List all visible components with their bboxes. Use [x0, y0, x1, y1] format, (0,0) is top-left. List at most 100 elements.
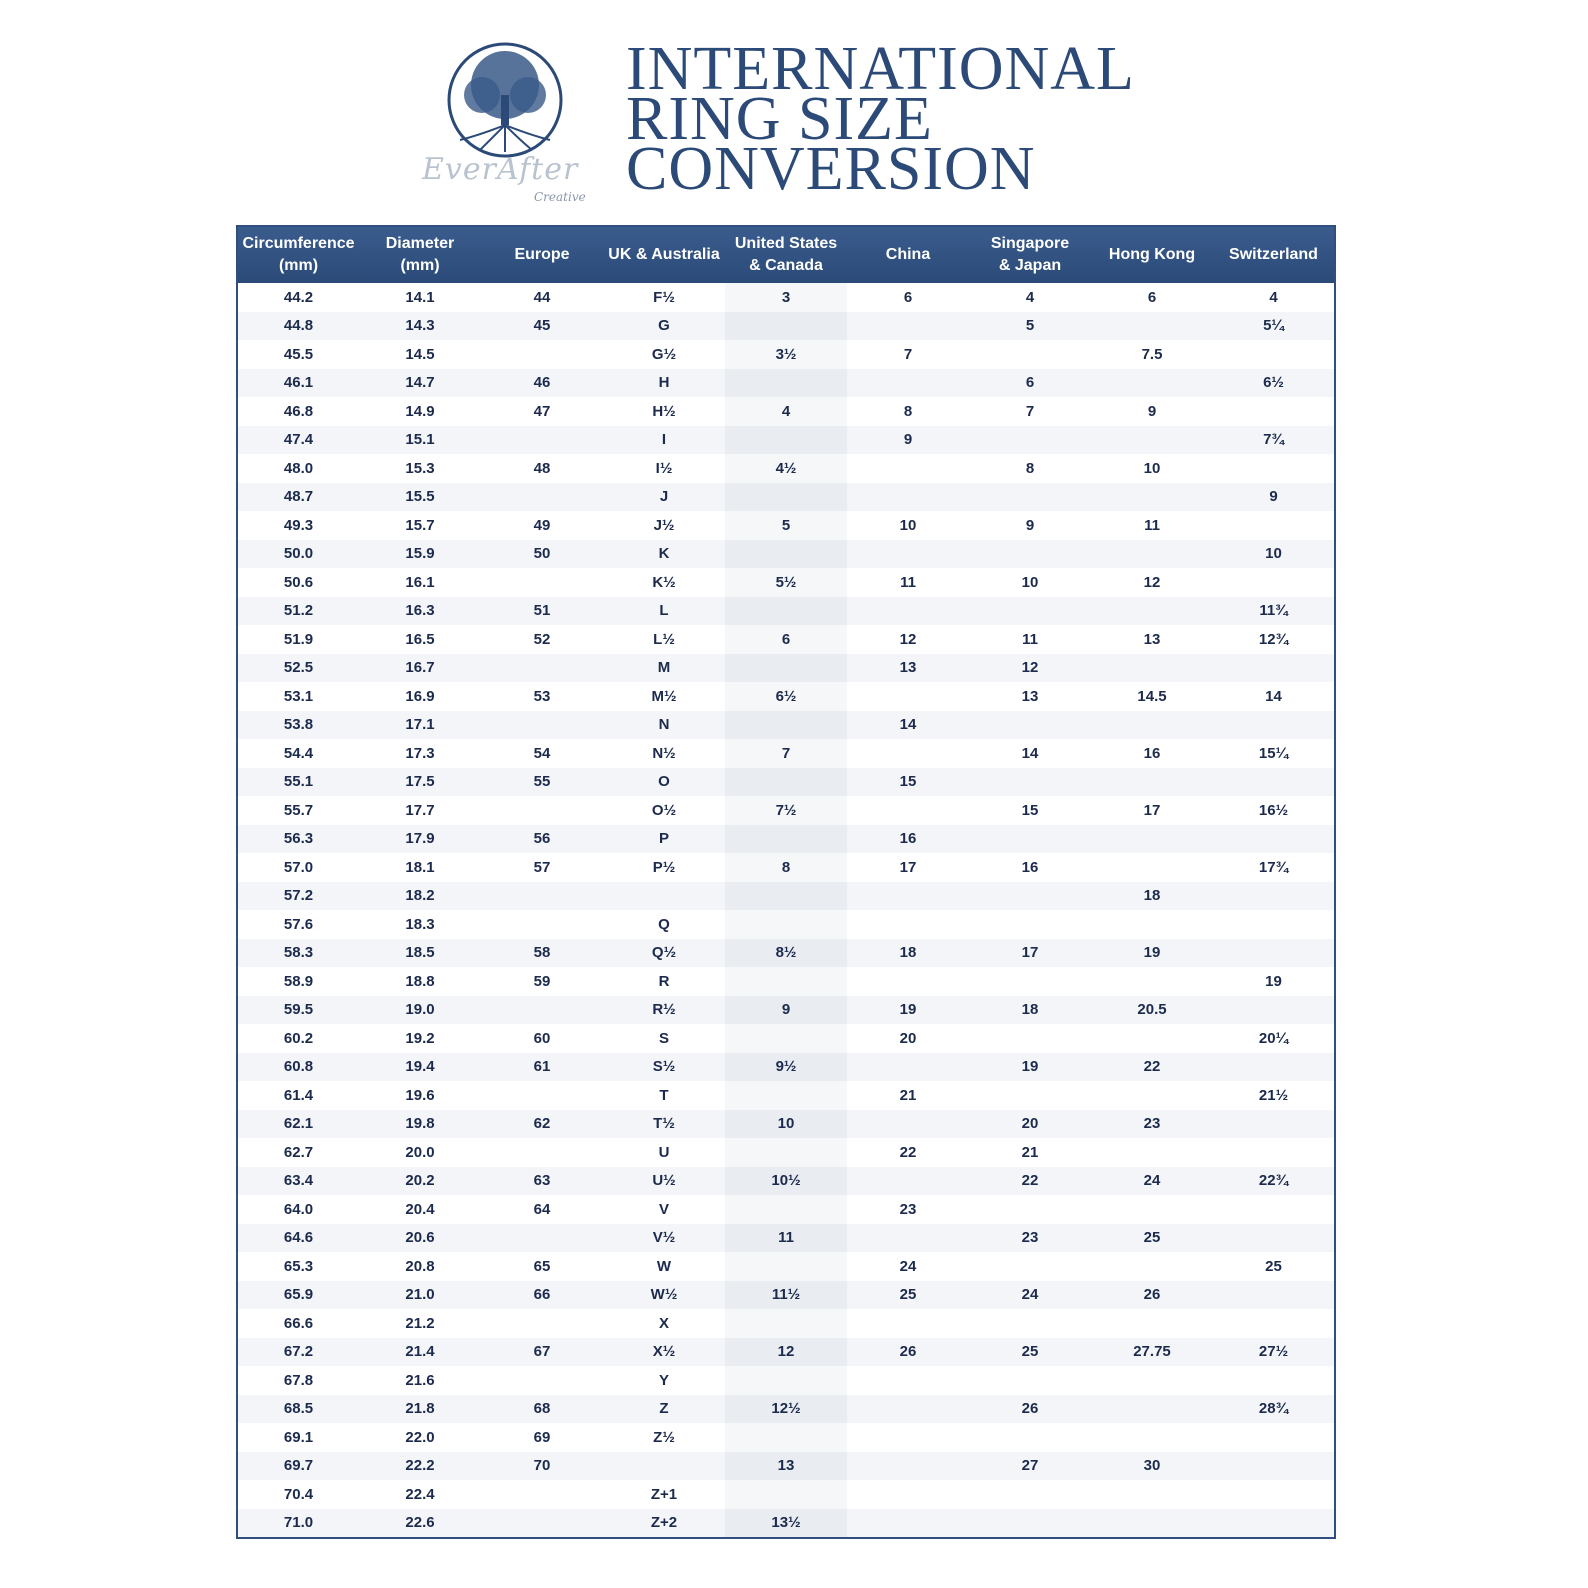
table-cell — [725, 1480, 847, 1509]
table-cell: U½ — [603, 1166, 725, 1195]
table-cell — [1213, 1451, 1335, 1480]
table-row: 67.8 21.6 Y — [237, 1366, 1335, 1395]
table-cell — [1213, 824, 1335, 853]
table-cell — [1213, 910, 1335, 939]
table-cell: 67.2 — [237, 1337, 359, 1366]
table-cell — [1213, 340, 1335, 369]
table-cell: 13 — [1143, 630, 1161, 648]
table-cell — [603, 1451, 725, 1480]
table-cell — [969, 910, 1091, 939]
table-cell: W½ — [603, 1280, 725, 1309]
table-cell: 11 — [1144, 516, 1160, 534]
table-cell: 55 — [481, 767, 603, 796]
table-cell: 62.1 — [237, 1109, 359, 1138]
table-cell: 47.4 — [237, 425, 359, 454]
table-cell — [1091, 1252, 1213, 1281]
table-cell — [1213, 1223, 1335, 1252]
table-row: 67.2 21.4 67 X½ 12 26 25 27.75 27½ — [237, 1337, 1335, 1366]
table-cell: 57.0 — [283, 858, 314, 876]
table-cell — [1091, 910, 1213, 939]
table-cell: 12 — [969, 653, 1091, 682]
table-cell — [1091, 425, 1213, 454]
table-cell — [1091, 767, 1213, 796]
table-cell — [481, 1138, 603, 1167]
table-cell: 4 — [1025, 288, 1035, 306]
table-cell: 12 — [899, 630, 917, 648]
table-cell — [481, 710, 603, 739]
table-cell: 22¾ — [1213, 1166, 1335, 1195]
table-row: 63.4 20.2 63 U½ 10½ 22 24 22¾ — [237, 1166, 1335, 1195]
table-cell: 9½ — [725, 1052, 847, 1081]
table-cell — [1213, 653, 1335, 682]
table-cell — [1091, 311, 1213, 340]
column-header: Singapore & Japan — [969, 226, 1091, 283]
logo-brand: EverAfter — [422, 152, 579, 187]
table-cell: W — [656, 1257, 672, 1275]
table-cell — [1213, 1423, 1335, 1452]
table-cell — [725, 1195, 847, 1224]
table-cell: 19 — [847, 995, 969, 1024]
table-cell: 52 — [533, 630, 551, 648]
table-cell — [725, 1024, 847, 1053]
table-row: 55.7 17.7 O½ 7½ 15 17 16½ — [237, 796, 1335, 825]
table-cell — [847, 1166, 969, 1195]
table-cell: 16.9 — [405, 687, 435, 705]
table-cell: 44 — [533, 288, 551, 306]
table-cell: 16 — [847, 824, 969, 853]
table-cell — [1091, 1508, 1213, 1538]
table-cell: 55.7 — [283, 801, 314, 819]
title-line-2: RING SIZE — [626, 85, 933, 153]
table-cell: 23 — [1091, 1109, 1213, 1138]
table-cell: 21 — [1021, 1143, 1039, 1161]
table-cell: 17 — [1143, 801, 1161, 819]
table-cell: N — [603, 710, 725, 739]
table-cell: 11¾ — [1213, 596, 1335, 625]
table-row: 49.3 15.7 49 J½ 5 10 9 11 — [237, 511, 1335, 540]
table-cell — [1213, 938, 1335, 967]
table-cell: P½ — [652, 858, 676, 876]
table-cell: 18.8 — [405, 972, 435, 990]
table-cell: 12 — [1143, 573, 1161, 591]
table-cell: 47 — [533, 402, 551, 420]
table-cell: 44.2 — [283, 288, 314, 306]
table-cell: 19 — [1265, 972, 1282, 990]
table-cell — [847, 482, 969, 511]
table-cell: 57.6 — [283, 915, 314, 933]
table-cell: 14.3 — [359, 311, 481, 340]
table-cell: 24 — [899, 1257, 917, 1275]
table-cell — [725, 425, 847, 454]
table-cell — [847, 910, 969, 939]
table-cell — [1091, 1195, 1213, 1224]
table-cell: 20 — [899, 1029, 917, 1047]
table-cell — [969, 881, 1091, 910]
table-cell: 67 — [481, 1337, 603, 1366]
column-header-line: & Japan — [998, 257, 1062, 274]
table-cell: 21.8 — [359, 1394, 481, 1423]
table-cell: 8 — [725, 853, 847, 882]
table-cell: 8 — [903, 402, 913, 420]
table-cell: 17.5 — [359, 767, 481, 796]
table-cell: 14.1 — [405, 288, 435, 306]
table-cell: 20.6 — [359, 1223, 481, 1252]
table-cell — [1091, 853, 1213, 882]
table-cell: 49 — [533, 516, 551, 534]
table-cell: 9 — [1213, 482, 1335, 511]
table-cell: Q — [658, 915, 670, 933]
table-cell — [969, 539, 1091, 568]
table-cell — [1213, 995, 1335, 1024]
table-cell — [1213, 1508, 1335, 1538]
table-cell: 51 — [481, 596, 603, 625]
table-cell: 12 — [725, 1337, 847, 1366]
table-row: 57.2 18.2 18 — [237, 881, 1335, 910]
table-cell: O½ — [651, 801, 677, 819]
table-cell: 13½ — [725, 1508, 847, 1538]
table-cell: 6 — [725, 625, 847, 654]
table-cell — [847, 539, 969, 568]
table-row: 44.8 14.3 45 G 5 5¼ — [237, 311, 1335, 340]
table-cell: 27.75 — [1091, 1337, 1213, 1366]
table-cell — [1091, 1309, 1213, 1338]
table-cell: R — [658, 972, 670, 990]
table-cell — [847, 1223, 969, 1252]
table-cell: 17.1 — [359, 710, 481, 739]
table-cell — [481, 910, 603, 939]
